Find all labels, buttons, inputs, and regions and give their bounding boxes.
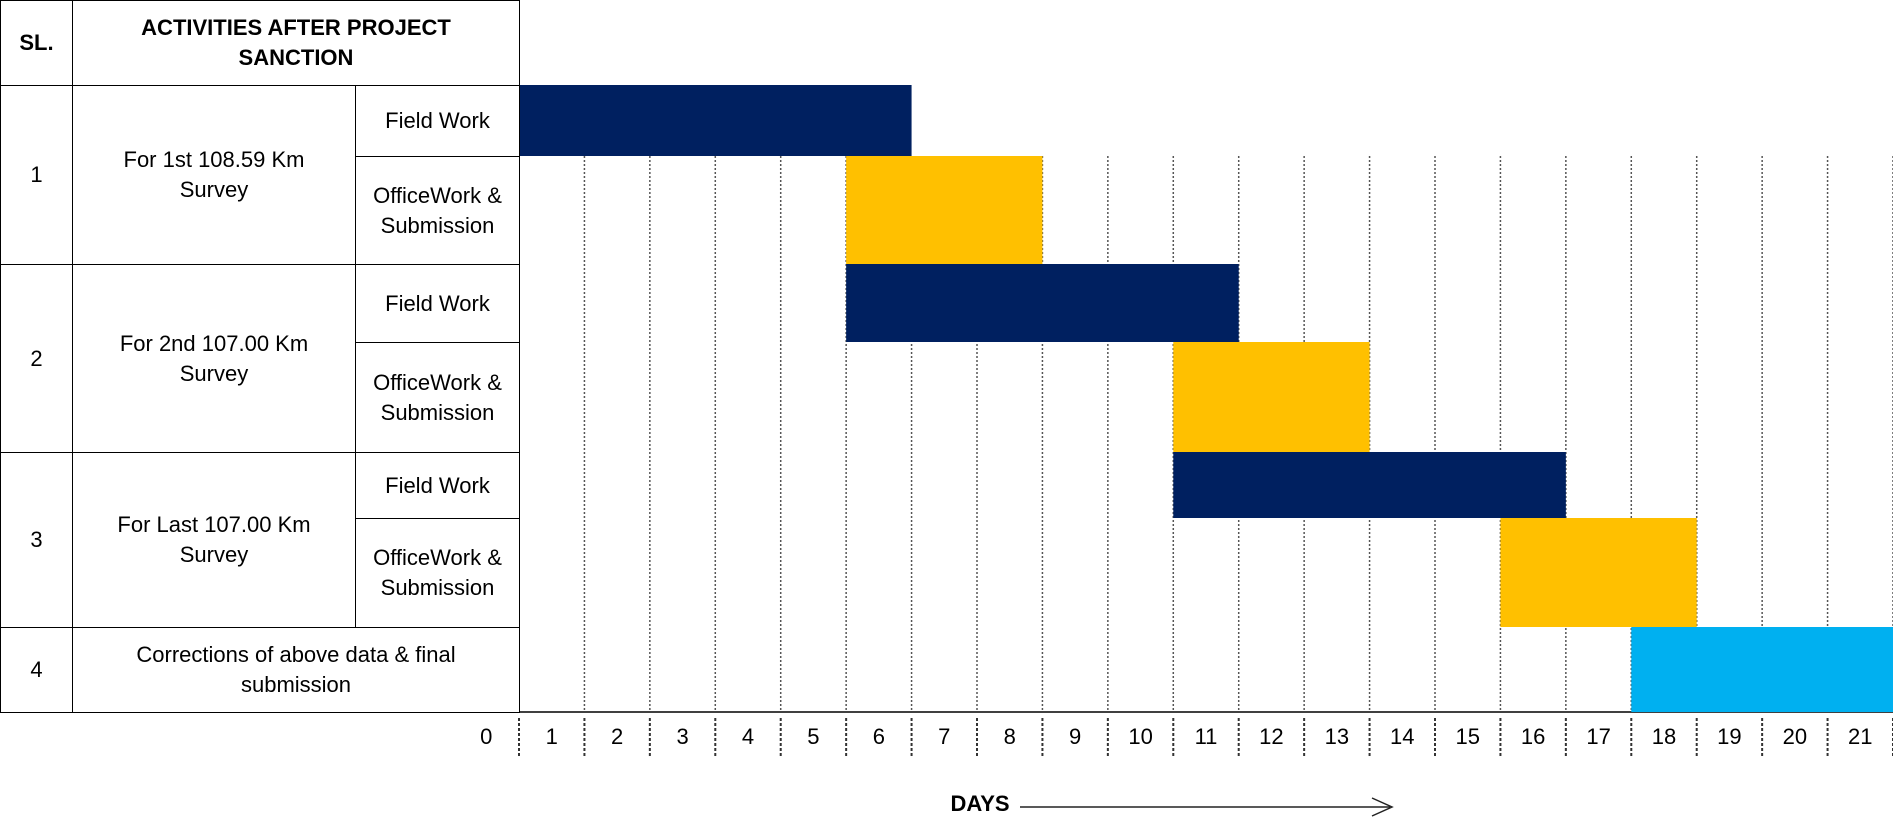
x-tick-label: 8 [1004,724,1016,749]
x-tick-label: 21 [1848,724,1872,749]
task-name: OfficeWork & Submission [355,342,520,453]
x-tick-label: 12 [1259,724,1283,749]
x-tick-label: 9 [1069,724,1081,749]
row-sl: 2 [0,264,73,453]
x-tick-label: 4 [742,724,754,749]
task-name: Field Work [355,264,520,343]
group-name: For 1st 108.59 Km Survey [72,85,356,265]
task-bar [1631,627,1893,712]
task-bar [1500,518,1697,627]
task-name: OfficeWork & Submission [355,518,520,628]
x-tick-label: 0 [480,724,492,749]
axis-arrow-head [1371,797,1394,817]
task-bar [519,85,912,156]
x-tick-label: 13 [1325,724,1349,749]
x-tick-label: 17 [1586,724,1610,749]
task-name: Field Work [355,452,520,519]
task-name: OfficeWork & Submission [355,156,520,265]
x-tick-label: 14 [1390,724,1414,749]
x-tick-label: 11 [1195,724,1218,749]
group-name: For Last 107.00 Km Survey [72,452,356,628]
x-tick-label: 3 [676,724,688,749]
header-activities: ACTIVITIES AFTER PROJECT SANCTION [72,0,520,86]
x-tick-label: 20 [1783,724,1807,749]
task-name: Field Work [355,85,520,157]
x-tick-label: 18 [1652,724,1676,749]
group-name: For 2nd 107.00 Km Survey [72,264,356,453]
header-sl: SL. [0,0,73,86]
x-tick-label: 15 [1455,724,1479,749]
task-bar [846,264,1239,342]
x-tick-label: 10 [1128,724,1152,749]
x-tick-label: 5 [807,724,819,749]
x-tick-label: 6 [873,724,885,749]
x-tick-label: 16 [1521,724,1545,749]
x-axis-label: DAYS [950,791,1009,816]
x-tick-label: 7 [938,724,950,749]
x-tick-label: 1 [546,724,558,749]
x-tick-label: 19 [1717,724,1741,749]
x-tick-label: 2 [611,724,623,749]
row-sl: 1 [0,85,73,265]
group-name: Corrections of above data & final submis… [72,627,520,713]
task-bar [846,156,1043,264]
row-sl: 3 [0,452,73,628]
task-bar [1173,342,1370,452]
row-sl: 4 [0,627,73,713]
task-bar [1173,452,1566,518]
